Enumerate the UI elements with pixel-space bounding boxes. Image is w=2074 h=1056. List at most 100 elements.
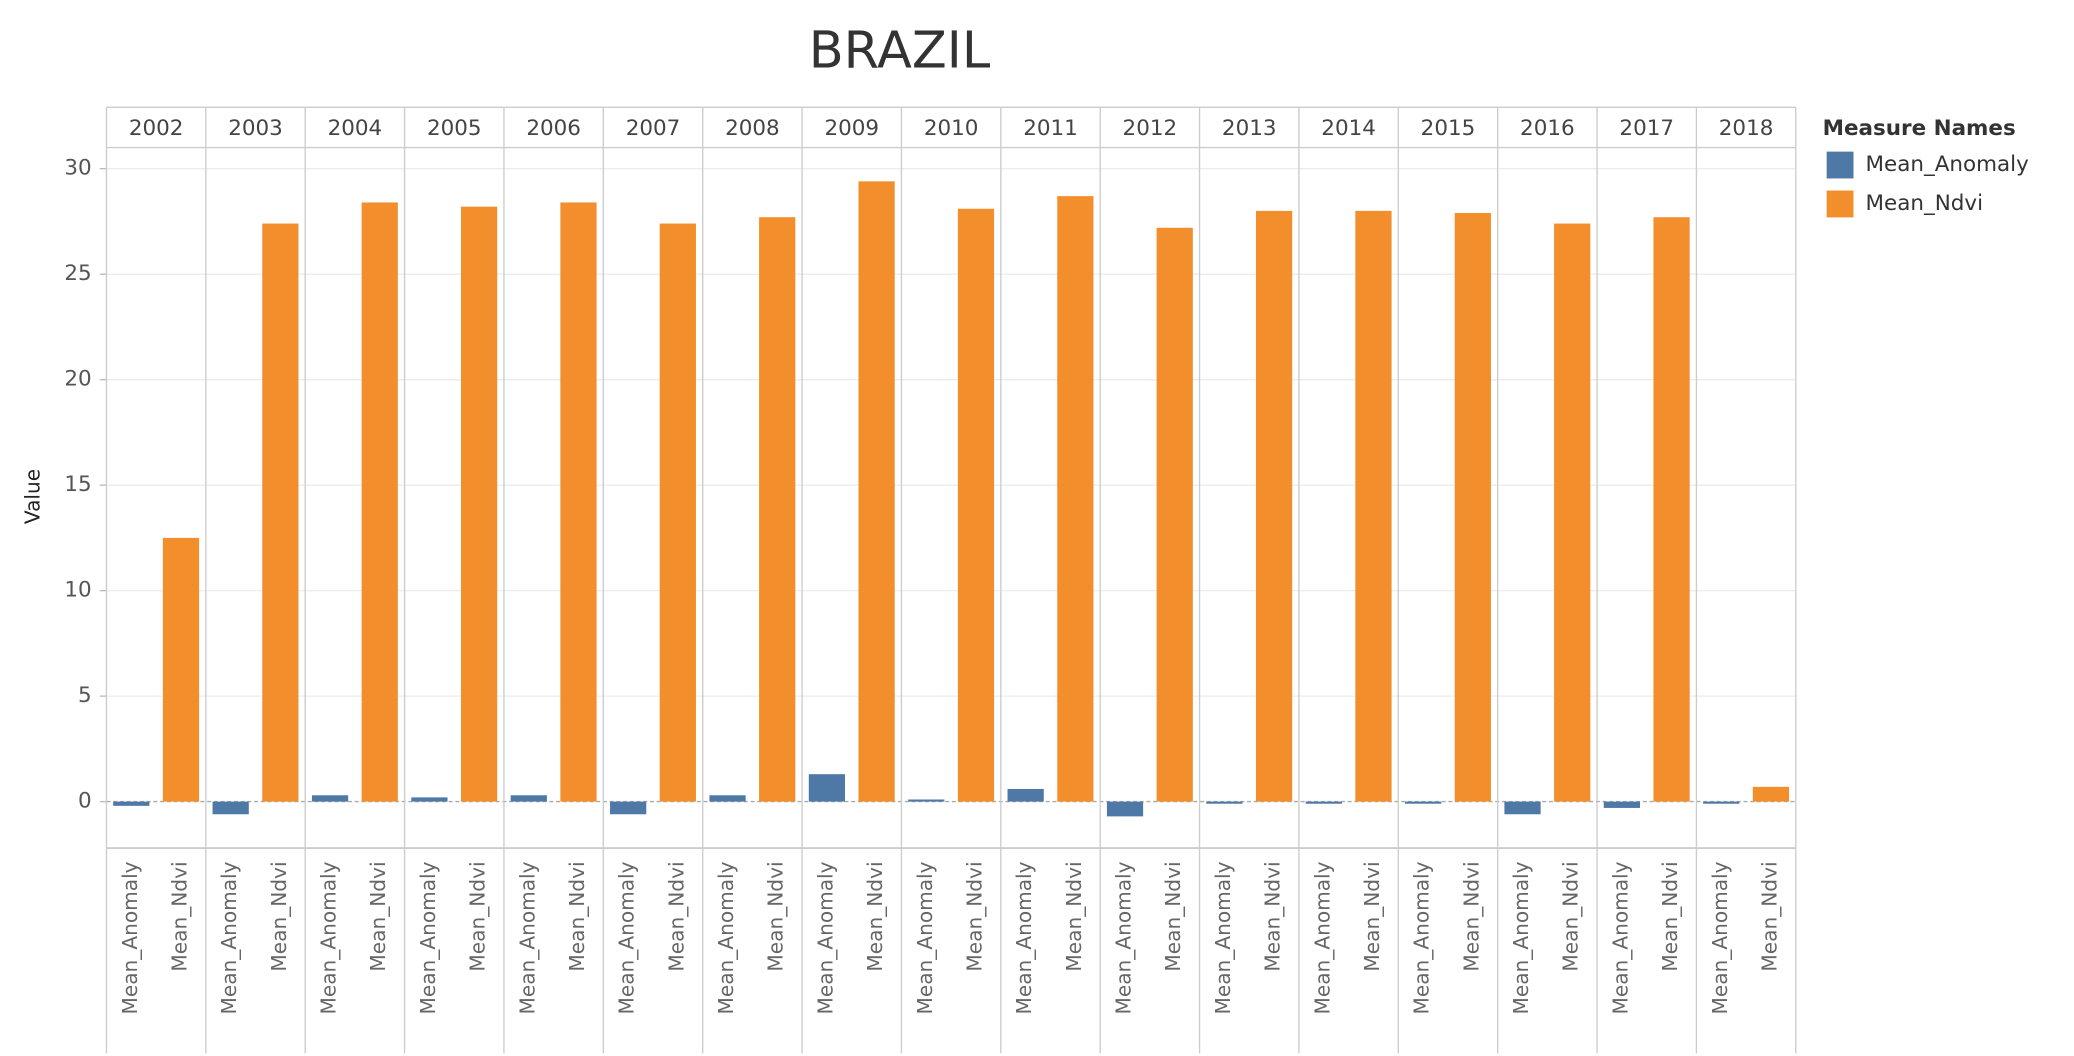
bar [1603, 801, 1641, 808]
bar [262, 223, 299, 802]
chart-title: BRAZIL [809, 22, 991, 81]
bar [1405, 801, 1442, 804]
bar [1554, 223, 1591, 802]
x-tick-label: Mean_Ndvi [664, 861, 688, 971]
year-header: 2006 [526, 116, 581, 141]
x-tick-label: Mean_Ndvi [863, 861, 887, 971]
bar [908, 799, 945, 802]
bar [1504, 801, 1541, 815]
bar [858, 181, 895, 802]
year-header: 2009 [824, 116, 879, 141]
y-tick-label: 10 [64, 578, 91, 603]
bar [361, 202, 398, 802]
x-tick-label: Mean_Ndvi [366, 861, 390, 971]
x-tick-label: Mean_Anomaly [913, 861, 937, 1014]
bar [1703, 801, 1740, 804]
x-tick-label: Mean_Ndvi [1559, 861, 1583, 971]
year-header: 2004 [328, 116, 383, 141]
bar [1305, 801, 1342, 804]
bar [709, 795, 746, 802]
bar [808, 774, 846, 802]
bar [411, 797, 448, 802]
y-tick-label: 30 [64, 156, 91, 181]
year-header: 2003 [228, 116, 283, 141]
bar [1653, 217, 1690, 802]
x-tick-label: Mean_Anomaly [118, 861, 142, 1014]
bar [1057, 196, 1094, 802]
year-header: 2002 [129, 116, 184, 141]
x-tick-label: Mean_Anomaly [813, 861, 837, 1014]
year-header: 2018 [1719, 116, 1774, 141]
x-tick-label: Mean_Anomaly [317, 861, 341, 1014]
x-tick-label: Mean_Anomaly [1310, 861, 1334, 1014]
x-tick-label: Mean_Ndvi [1360, 861, 1384, 971]
x-tick-label: Mean_Anomaly [615, 861, 639, 1014]
bar [659, 223, 696, 802]
x-tick-label: Mean_Anomaly [1509, 861, 1533, 1014]
bar [510, 795, 547, 802]
legend-swatch [1826, 151, 1854, 179]
x-tick-label: Mean_Ndvi [1062, 861, 1086, 971]
bar [1454, 212, 1491, 802]
x-tick-label: Mean_Anomaly [714, 861, 738, 1014]
y-tick-label: 15 [64, 472, 91, 497]
year-header: 2016 [1520, 116, 1575, 141]
x-tick-label: Mean_Anomaly [515, 861, 539, 1014]
bar [610, 801, 647, 815]
x-tick-label: Mean_Ndvi [764, 861, 788, 971]
bar [1106, 801, 1144, 817]
y-tick-label: 20 [64, 367, 91, 392]
legend-label: Mean_Ndvi [1866, 191, 1983, 216]
year-header: 2008 [725, 116, 780, 141]
x-tick-label: Mean_Ndvi [1261, 861, 1285, 971]
year-header: 2013 [1222, 116, 1277, 141]
bar [311, 795, 349, 802]
bar [460, 206, 498, 802]
bar [1255, 210, 1293, 802]
bar [1752, 786, 1790, 802]
legend-title: Measure Names [1823, 116, 2016, 141]
x-tick-label: Mean_Anomaly [1410, 861, 1434, 1014]
year-header: 2012 [1123, 116, 1178, 141]
x-tick-label: Mean_Ndvi [466, 861, 490, 971]
bar [1355, 210, 1392, 802]
x-tick-label: Mean_Anomaly [1608, 861, 1632, 1014]
x-tick-label: Mean_Ndvi [1161, 861, 1185, 971]
x-tick-label: Mean_Ndvi [962, 861, 986, 971]
y-tick-label: 5 [78, 683, 92, 708]
x-tick-label: Mean_Anomaly [1112, 861, 1136, 1014]
x-tick-label: Mean_Ndvi [167, 861, 191, 971]
year-header: 2015 [1421, 116, 1476, 141]
y-tick-label: 0 [78, 789, 92, 814]
year-header: 2017 [1619, 116, 1674, 141]
x-tick-label: Mean_Ndvi [1757, 861, 1781, 971]
bar [212, 801, 249, 815]
legend-label: Mean_Anomaly [1866, 152, 2030, 177]
bar [1206, 801, 1243, 804]
x-tick-label: Mean_Anomaly [1211, 861, 1235, 1014]
bar [162, 537, 200, 802]
x-tick-label: Mean_Ndvi [1459, 861, 1483, 971]
x-tick-label: Mean_Ndvi [267, 861, 291, 971]
x-tick-label: Mean_Anomaly [1708, 861, 1732, 1014]
y-axis-label: Value [21, 469, 45, 524]
bar [957, 208, 995, 802]
year-header: 2007 [626, 116, 681, 141]
bar [1007, 788, 1044, 802]
bar [1156, 227, 1193, 802]
bar [113, 801, 150, 806]
x-tick-label: Mean_Anomaly [1012, 861, 1036, 1014]
bar [759, 217, 796, 802]
legend-swatch [1826, 190, 1854, 218]
bar [560, 202, 597, 802]
year-header: 2010 [924, 116, 979, 141]
x-tick-label: Mean_Ndvi [1658, 861, 1682, 971]
y-tick-label: 25 [64, 261, 91, 286]
x-tick-label: Mean_Anomaly [217, 861, 241, 1014]
year-header: 2014 [1321, 116, 1376, 141]
year-header: 2011 [1023, 116, 1078, 141]
x-tick-label: Mean_Ndvi [565, 861, 589, 971]
year-header: 2005 [427, 116, 482, 141]
x-tick-label: Mean_Anomaly [416, 861, 440, 1014]
